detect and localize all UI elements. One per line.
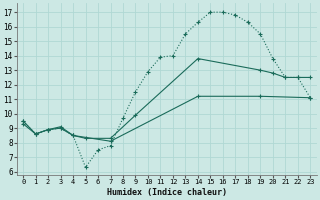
X-axis label: Humidex (Indice chaleur): Humidex (Indice chaleur) — [107, 188, 227, 197]
